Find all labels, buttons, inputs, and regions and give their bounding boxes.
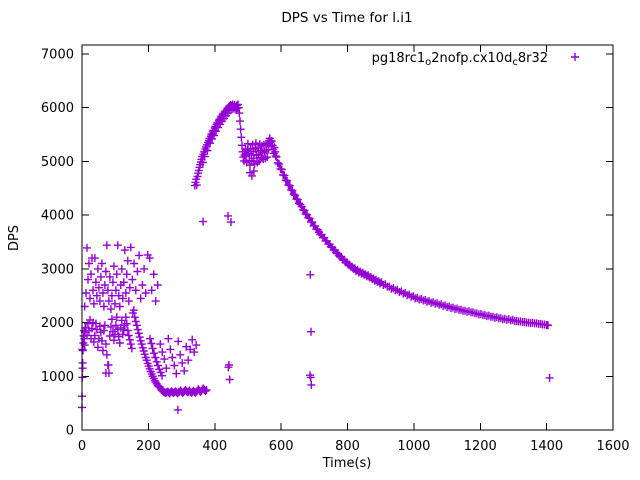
y-tick-label: 1000	[41, 370, 74, 385]
x-tick-label: 1600	[596, 439, 629, 454]
plot-border	[81, 44, 614, 431]
legend: pg18rc1o2nofp.cx10dc8r32	[372, 51, 579, 68]
legend-series-label: pg18rc1o2nofp.cx10dc8r32	[372, 51, 548, 68]
data-points	[78, 100, 554, 414]
x-tick-label: 1400	[530, 439, 563, 454]
y-tick-label: 0	[66, 424, 74, 439]
y-axis-label: DPS	[7, 225, 22, 251]
y-tick-label: 3000	[41, 262, 74, 277]
x-tick-label: 1000	[397, 439, 430, 454]
y-tick-label: 6000	[41, 101, 74, 116]
y-tick-label: 7000	[41, 48, 74, 63]
y-tick-label: 2000	[41, 316, 74, 331]
x-tick-label: 1200	[464, 439, 497, 454]
x-tick-label: 0	[78, 439, 86, 454]
x-tick-label: 800	[335, 439, 360, 454]
x-tick-label: 400	[202, 439, 227, 454]
x-tick-label: 200	[136, 439, 161, 454]
x-tick-label: 600	[269, 439, 294, 454]
x-axis-label: Time(s)	[322, 456, 372, 471]
x-tick-labels: 0 200 400 600 800 1000 1200 1400 1600	[78, 439, 630, 454]
chart-title: DPS vs Time for l.i1	[281, 10, 412, 26]
y-tick-label: 5000	[41, 155, 74, 170]
legend-marker-plus-icon	[571, 53, 579, 61]
y-tick-label: 4000	[41, 209, 74, 224]
y-tick-labels: 0 1000 2000 3000 4000 5000 6000 7000	[41, 48, 74, 439]
